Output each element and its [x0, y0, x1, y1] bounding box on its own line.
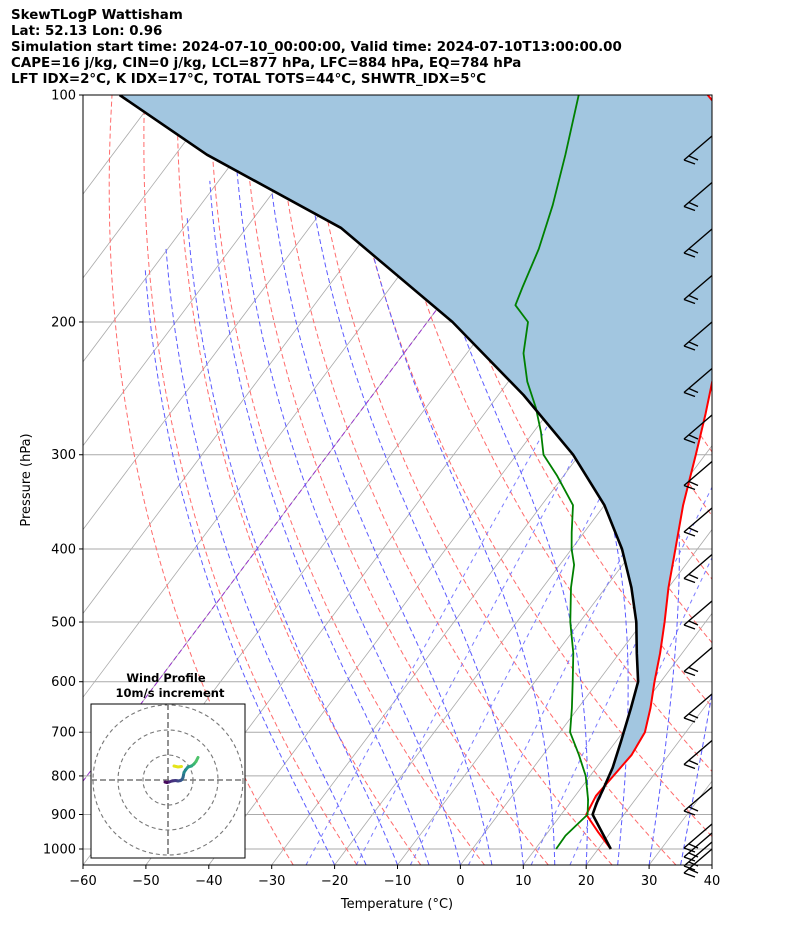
dry-adiabat [274, 95, 613, 865]
y-tick-label: 600 [51, 675, 76, 690]
isotherm [522, 612, 712, 865]
dry-adiabat [241, 95, 549, 865]
x-tick-label: −50 [132, 874, 159, 889]
moist-adiabat [341, 95, 556, 865]
dry-adiabat [764, 95, 794, 865]
wind-barb [683, 832, 713, 862]
y-tick-label: 400 [51, 542, 76, 557]
wind-barb [683, 841, 713, 871]
chart-header: SkewTLogP Wattisham Lat: 52.13 Lon: 0.96… [11, 8, 622, 88]
moist-adiabat [165, 248, 367, 865]
x-axis-label: Temperature (°C) [340, 897, 453, 912]
dry-adiabat [731, 95, 794, 865]
moist-adiabat [186, 216, 398, 865]
wind-barb [683, 848, 713, 878]
wind-barb [683, 739, 713, 770]
wind-barb [683, 228, 713, 258]
wind-barb [683, 135, 713, 165]
hodograph-title: Wind Profile [126, 671, 206, 685]
background-grid [83, 95, 794, 865]
moist-adiabat [298, 95, 524, 865]
wind-barb [683, 507, 713, 537]
wind-barb [683, 693, 713, 723]
dry-adiabat [339, 95, 712, 838]
isotherm [83, 95, 347, 447]
isotherm [271, 277, 712, 865]
mixing-ratio-line [530, 486, 712, 865]
y-tick-label: 800 [51, 769, 76, 784]
y-tick-label: 300 [51, 448, 76, 463]
wind-barb [683, 414, 713, 444]
dry-adiabat [404, 95, 712, 708]
hodograph-segment [172, 764, 183, 769]
wind-barb [683, 646, 713, 677]
isotherm [460, 528, 712, 865]
hodograph-subtitle: 10m/s increment [116, 686, 225, 700]
location-line: Lat: 52.13 Lon: 0.96 [11, 24, 163, 39]
wind-barb [683, 460, 713, 491]
y-tick-label: 500 [51, 616, 76, 631]
dry-adiabat [209, 95, 485, 865]
x-tick-label: 10 [515, 874, 532, 889]
wind-barb [683, 367, 713, 398]
temperature-profile [585, 95, 712, 850]
chart-title: SkewTLogP Wattisham [11, 8, 183, 23]
dry-adiabat [372, 95, 712, 773]
axis-ticks: −60 −50 −40 −30 −20 −10 0 10 20 30 40 1000 900 800 700… [43, 89, 720, 890]
moist-adiabat [235, 154, 461, 865]
moist-adiabat [396, 95, 589, 865]
x-tick-label: −20 [321, 874, 348, 889]
index-line: LFT IDX=2°C, K IDX=17°C, TOTAL TOTS=44°C… [11, 72, 487, 87]
y-tick-label: 700 [51, 726, 76, 741]
dry-adiabat [306, 95, 677, 865]
x-tick-label: 0 [456, 874, 464, 889]
isotherm [83, 95, 221, 279]
isotherm [83, 95, 410, 531]
y-tick-label: 200 [51, 315, 76, 330]
dry-adiabat [108, 95, 294, 865]
wind-barb [683, 823, 713, 853]
x-tick-label: −10 [384, 874, 411, 889]
moist-adiabat [711, 862, 712, 865]
dewpoint-profile [514, 95, 589, 850]
wind-barb [683, 600, 713, 630]
dry-adiabat [697, 95, 712, 126]
dry-adiabat [176, 95, 422, 865]
x-tick-label: −60 [69, 874, 96, 889]
wind-barb [683, 553, 713, 584]
y-tick-label: 1000 [43, 843, 76, 858]
x-tick-label: 20 [578, 874, 595, 889]
wind-barbs [683, 135, 713, 878]
hodograph-segment [163, 780, 169, 784]
isotherm [585, 696, 712, 865]
x-tick-label: 40 [704, 874, 721, 889]
parcel-profile [118, 95, 640, 850]
x-tick-label: −40 [195, 874, 222, 889]
y-tick-label: 100 [51, 89, 76, 104]
x-tick-label: 30 [641, 874, 658, 889]
mixing-ratio-line [305, 136, 712, 865]
cape-area [119, 95, 712, 804]
wind-barb [683, 786, 713, 816]
wind-barb [683, 181, 713, 212]
wind-barb [683, 321, 713, 351]
isotherm [83, 95, 284, 363]
moist-adiabat [144, 268, 336, 865]
hodograph-plot [91, 704, 245, 858]
x-tick-label: −30 [258, 874, 285, 889]
time-line: Simulation start time: 2024-07-10_00:00:… [11, 40, 622, 55]
isotherm [711, 864, 712, 865]
wind-barb [683, 274, 713, 305]
y-tick-label: 900 [51, 808, 76, 823]
mixing-ratio-line [409, 288, 712, 865]
cape-line: CAPE=16 j/kg, CIN=0 j/kg, LCL=877 hPa, L… [11, 56, 522, 71]
dry-adiabat [143, 95, 358, 865]
y-axis-label: Pressure (hPa) [19, 433, 34, 526]
